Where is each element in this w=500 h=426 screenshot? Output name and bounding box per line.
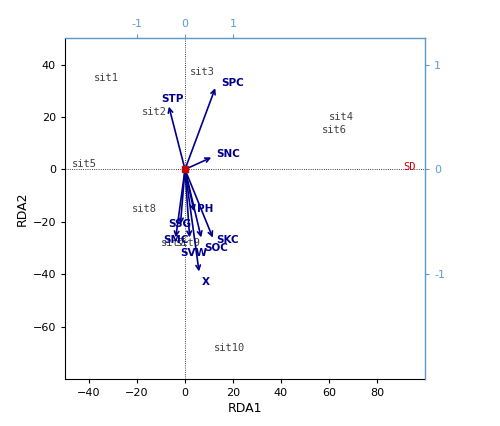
Text: sit6: sit6 (322, 125, 347, 135)
Text: X: X (202, 277, 210, 287)
Text: sit9: sit9 (176, 238, 201, 248)
Text: STP: STP (161, 94, 184, 104)
Text: sit4: sit4 (329, 112, 354, 122)
Text: SD: SD (404, 162, 416, 172)
Text: sit2: sit2 (142, 107, 167, 117)
Text: SKC: SKC (216, 235, 239, 245)
Text: SSG: SSG (168, 219, 191, 230)
Text: SVW: SVW (180, 248, 207, 258)
Text: sit10: sit10 (214, 343, 245, 353)
Text: sit5: sit5 (72, 159, 97, 169)
Text: SOC: SOC (204, 243, 228, 253)
Text: sit8: sit8 (132, 204, 157, 214)
Text: SMC: SMC (164, 235, 189, 245)
Text: PH: PH (197, 204, 214, 214)
Y-axis label: RDA2: RDA2 (16, 192, 28, 226)
Text: sit1: sit1 (94, 73, 119, 83)
Text: sit7: sit7 (161, 238, 186, 248)
Text: SNC: SNC (216, 149, 240, 159)
Text: sit3: sit3 (190, 67, 215, 78)
X-axis label: RDA1: RDA1 (228, 402, 262, 415)
Text: SPC: SPC (221, 78, 244, 88)
